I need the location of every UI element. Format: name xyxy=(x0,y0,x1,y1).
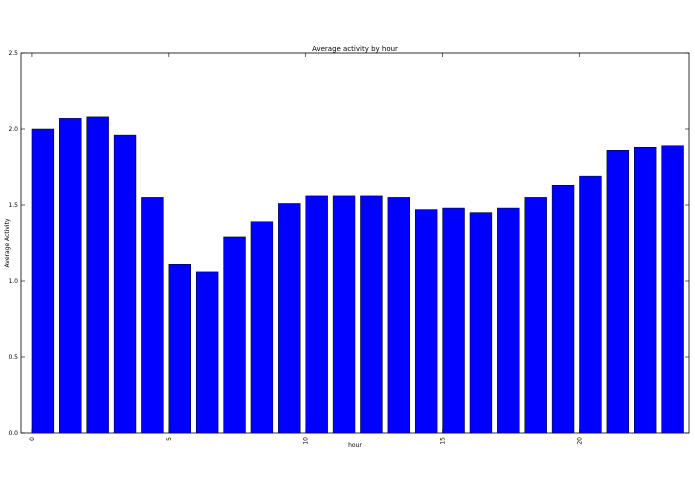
bar-hour-14 xyxy=(414,209,438,434)
bars-group xyxy=(31,116,684,434)
bar-hour-21 xyxy=(606,150,630,434)
x-tick-label: 0 xyxy=(29,437,36,441)
bar-hour-23 xyxy=(661,145,684,434)
bar-hour-4 xyxy=(141,197,164,434)
bar-hour-20 xyxy=(579,175,602,434)
bar-hour-22 xyxy=(633,146,657,434)
bar-hour-3 xyxy=(113,134,137,434)
bar-hour-6 xyxy=(195,271,219,434)
bar-hour-9 xyxy=(278,203,301,434)
bar-hour-19 xyxy=(551,184,575,434)
x-tick-label: 20 xyxy=(576,437,583,445)
bar-hour-12 xyxy=(360,195,383,434)
y-ticks-group: 0.0 0.5 1.0 1.5 2.0 2.5 xyxy=(8,50,689,437)
bar-hour-7 xyxy=(223,236,246,434)
bar-hour-13 xyxy=(387,197,411,434)
y-tick-label: 2.5 xyxy=(8,50,18,57)
x-axis-label: hour xyxy=(348,442,362,449)
bar-hour-8 xyxy=(250,221,274,434)
bar-hour-15 xyxy=(442,207,465,434)
y-tick-label: 0.5 xyxy=(8,354,18,361)
bar-hour-10 xyxy=(305,195,328,434)
bar-hour-18 xyxy=(524,197,547,434)
chart-title: Average activity by hour xyxy=(312,45,398,53)
y-tick-label: 1.0 xyxy=(8,278,18,285)
y-axis-label: Average Activity xyxy=(4,218,11,267)
bar-hour-5 xyxy=(168,264,191,434)
bar-hour-16 xyxy=(469,212,493,434)
x-tick-label: 15 xyxy=(440,437,447,445)
bar-hour-0 xyxy=(31,128,55,434)
bar-hour-17 xyxy=(497,207,520,434)
x-tick-label: 10 xyxy=(303,437,310,445)
x-ticks-group: 0 5 10 15 20 xyxy=(29,53,583,445)
bar-hour-11 xyxy=(332,195,356,434)
y-tick-label: 1.5 xyxy=(8,202,18,209)
y-tick-label: 0.0 xyxy=(8,430,18,437)
bar-hour-2 xyxy=(86,116,109,434)
bar-hour-1 xyxy=(59,118,82,434)
x-tick-label: 5 xyxy=(166,437,173,441)
y-tick-label: 2.0 xyxy=(8,126,18,133)
